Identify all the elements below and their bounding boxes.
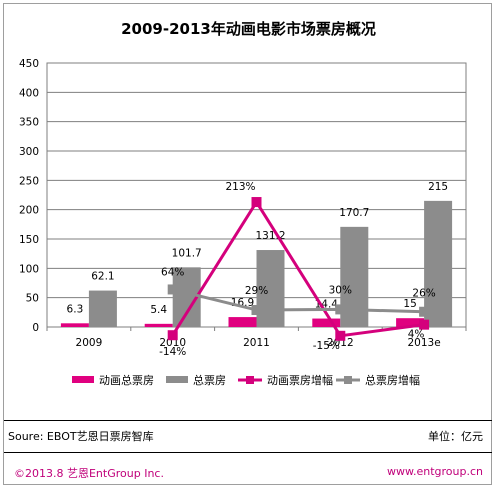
legend-label: 动画票房增幅	[267, 373, 333, 387]
point-label-animation-growth: -15%	[313, 340, 340, 352]
marker-total-growth	[167, 284, 178, 295]
legend-swatch	[166, 376, 188, 383]
unit-note: 单位：亿元	[428, 430, 483, 443]
y-tick-label: 200	[19, 205, 39, 217]
bar-animation-boxoffice	[312, 318, 341, 327]
line-total-growth	[172, 287, 425, 314]
legend-marker-swatch	[344, 376, 352, 384]
marker-animation-growth	[419, 319, 430, 330]
copyright-text: ©2013.8 艺恩EntGroup Inc.	[14, 467, 164, 480]
line-animation-growth	[171, 199, 425, 338]
marker-animation-growth	[251, 197, 262, 208]
bar-label-animation: 15	[403, 298, 416, 310]
marker-total-growth	[335, 304, 346, 315]
point-label-animation-growth: 4%	[408, 329, 425, 341]
y-tick-label: 350	[19, 117, 39, 129]
point-label-total-growth: 30%	[329, 284, 352, 296]
source-note: Soure: EBOT艺恩日票房智库	[8, 430, 154, 443]
legend-marker-swatch	[246, 376, 254, 384]
y-tick-label: 450	[19, 58, 39, 70]
bar-animation-boxoffice	[396, 318, 425, 327]
marker-total-growth	[419, 306, 430, 317]
y-tick-label: 250	[19, 175, 39, 187]
x-tick-label: 2011	[243, 337, 270, 349]
y-tick-label: 100	[19, 263, 39, 275]
marker-animation-growth	[167, 330, 178, 341]
bar-animation-boxoffice	[60, 323, 89, 327]
bar-animation-boxoffice	[144, 323, 173, 327]
legend-label: 总票房增幅	[365, 373, 420, 387]
legend-swatch	[72, 376, 94, 383]
x-tick-label: 2010	[159, 337, 186, 349]
footer-divider-top	[4, 420, 492, 421]
point-label-total-growth: 26%	[412, 288, 435, 300]
bar-label-total: 170.7	[339, 207, 369, 219]
y-tick-label: 50	[26, 293, 39, 305]
y-tick-label: 150	[19, 234, 39, 246]
point-label-animation-growth: -14%	[159, 346, 186, 358]
bar-label-animation: 6.3	[67, 303, 84, 315]
marker-total-growth	[251, 304, 262, 315]
bar-label-total: 62.1	[91, 271, 114, 283]
legend-label: 动画总票房	[99, 373, 154, 387]
bar-label-total: 101.7	[172, 247, 202, 259]
bar-label-total: 215	[428, 181, 448, 193]
point-label-animation-growth: 213%	[225, 181, 255, 193]
bar-total-boxoffice	[424, 200, 453, 327]
point-label-total-growth: 64%	[161, 266, 184, 278]
bar-animation-boxoffice	[228, 317, 257, 327]
chart-title: 2009-2013年动画电影市场票房概况	[121, 20, 376, 38]
x-tick-label: 2012	[327, 337, 354, 349]
y-tick-label: 300	[19, 146, 39, 158]
bar-label-animation: 5.4	[150, 304, 167, 316]
x-tick-label: 2013e	[408, 337, 441, 349]
y-tick-label: 400	[19, 87, 39, 99]
bar-total-boxoffice	[88, 290, 117, 327]
legend-label: 总票房	[193, 373, 226, 387]
point-label-total-growth: 29%	[245, 285, 268, 297]
x-tick-label: 2009	[76, 337, 103, 349]
marker-animation-growth	[335, 330, 346, 341]
y-tick-label: 0	[32, 322, 39, 334]
footer-divider-bottom	[4, 452, 492, 453]
chart-frame	[3, 3, 492, 485]
website-text: www.entgroup.cn	[387, 465, 483, 478]
